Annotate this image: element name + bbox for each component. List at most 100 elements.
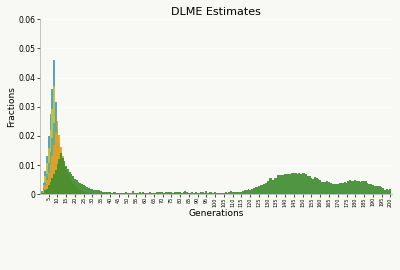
- Bar: [62, 173, 64, 194]
- Bar: [60, 147, 62, 194]
- Bar: [74, 190, 76, 194]
- Bar: [209, 193, 211, 194]
- Bar: [312, 178, 314, 194]
- Bar: [214, 192, 216, 194]
- Bar: [178, 192, 179, 194]
- Bar: [206, 191, 207, 194]
- Bar: [262, 185, 263, 194]
- Bar: [78, 192, 79, 194]
- Bar: [156, 192, 158, 194]
- Bar: [79, 190, 81, 194]
- Bar: [202, 192, 204, 194]
- Bar: [135, 193, 137, 194]
- Bar: [81, 191, 83, 194]
- Bar: [226, 193, 228, 194]
- Bar: [298, 173, 300, 194]
- Bar: [70, 187, 72, 194]
- Bar: [97, 190, 98, 194]
- Bar: [130, 193, 132, 194]
- Bar: [316, 178, 318, 194]
- Bar: [118, 193, 120, 194]
- Bar: [314, 177, 316, 194]
- Bar: [362, 181, 363, 194]
- Bar: [382, 188, 384, 194]
- Bar: [76, 188, 78, 194]
- Bar: [150, 192, 151, 194]
- Bar: [200, 192, 202, 194]
- Bar: [300, 174, 302, 194]
- Bar: [58, 135, 60, 194]
- Bar: [41, 191, 42, 194]
- Bar: [348, 181, 349, 194]
- Bar: [333, 193, 335, 194]
- Bar: [65, 183, 67, 194]
- Bar: [186, 192, 188, 194]
- Bar: [70, 190, 72, 194]
- Bar: [333, 184, 335, 194]
- Bar: [86, 193, 88, 194]
- Bar: [58, 151, 60, 194]
- Bar: [367, 183, 368, 194]
- Bar: [60, 156, 62, 194]
- Bar: [277, 175, 279, 194]
- Bar: [42, 183, 44, 194]
- Bar: [51, 89, 53, 194]
- Bar: [276, 178, 277, 194]
- Bar: [263, 184, 265, 194]
- Bar: [282, 175, 284, 194]
- Bar: [134, 193, 135, 194]
- Bar: [62, 158, 64, 194]
- Bar: [90, 193, 92, 194]
- Bar: [253, 193, 254, 194]
- Bar: [337, 184, 339, 194]
- Bar: [151, 193, 153, 194]
- Bar: [50, 114, 51, 194]
- Bar: [223, 193, 225, 194]
- Bar: [342, 193, 344, 194]
- Bar: [307, 176, 309, 194]
- Bar: [274, 178, 276, 194]
- Bar: [242, 191, 244, 194]
- X-axis label: Generations: Generations: [188, 209, 244, 218]
- Bar: [50, 130, 51, 194]
- Bar: [48, 185, 50, 194]
- Bar: [365, 181, 367, 194]
- Bar: [174, 192, 176, 194]
- Bar: [53, 123, 55, 194]
- Bar: [78, 182, 79, 194]
- Bar: [183, 192, 184, 194]
- Bar: [106, 192, 107, 194]
- Bar: [72, 176, 74, 194]
- Bar: [162, 192, 164, 194]
- Bar: [239, 192, 240, 194]
- Bar: [72, 192, 74, 194]
- Bar: [144, 193, 146, 194]
- Bar: [374, 185, 376, 194]
- Bar: [268, 178, 270, 194]
- Bar: [309, 176, 311, 194]
- Bar: [155, 193, 156, 194]
- Bar: [176, 192, 178, 194]
- Bar: [95, 190, 97, 194]
- Bar: [64, 161, 65, 194]
- Bar: [321, 182, 323, 194]
- Bar: [44, 186, 46, 194]
- Bar: [295, 173, 296, 194]
- Bar: [41, 193, 42, 194]
- Bar: [76, 193, 78, 194]
- Bar: [225, 192, 226, 194]
- Bar: [372, 185, 374, 194]
- Bar: [265, 183, 267, 194]
- Bar: [86, 187, 88, 194]
- Bar: [296, 174, 298, 194]
- Bar: [53, 174, 55, 194]
- Bar: [92, 189, 93, 194]
- Bar: [125, 193, 127, 194]
- Bar: [142, 192, 144, 194]
- Bar: [72, 184, 74, 194]
- Bar: [349, 180, 351, 194]
- Bar: [218, 193, 220, 194]
- Bar: [332, 184, 333, 194]
- Bar: [244, 190, 246, 194]
- Bar: [55, 170, 56, 194]
